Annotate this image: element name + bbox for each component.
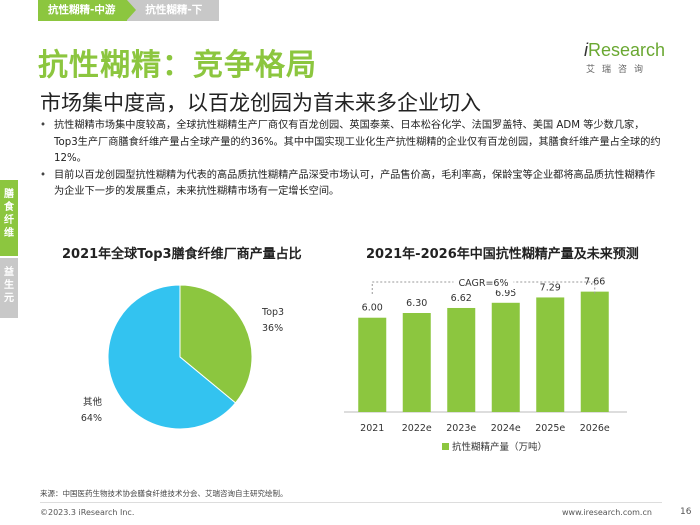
bar-2023e bbox=[447, 307, 476, 412]
website-link[interactable]: www.iresearch.com.cn bbox=[562, 508, 652, 517]
bullet-item: 目前以百龙创园型抗性糊精为代表的高品质抗性糊精产品深受市场认可，产品售价高，毛利… bbox=[40, 168, 662, 201]
side-tab-label: 益生元 bbox=[4, 267, 14, 304]
bar-value-label: 6.00 bbox=[362, 303, 383, 314]
bar-value-label: 6.62 bbox=[451, 293, 472, 304]
logo-word: Research bbox=[588, 40, 666, 60]
bullet-list: 抗性糊精市场集中度较高，全球抗性糊精生产厂商仅有百龙创园、英国泰莱、日本松谷化学… bbox=[40, 118, 662, 201]
x-tick-label: 2025e bbox=[535, 423, 565, 434]
cagr-bracket bbox=[371, 281, 596, 294]
page-subtitle: 市场集中度高，以百龙创园为首未来多企业切入 bbox=[40, 91, 481, 115]
pie-value-label: 36% bbox=[262, 323, 283, 334]
logo-cn: 艾瑞咨询 bbox=[586, 65, 651, 75]
x-tick-label: 2026e bbox=[580, 423, 610, 434]
side-tabs: 膳食纤维 益生元 bbox=[0, 180, 18, 318]
bar-2022e bbox=[402, 313, 431, 412]
bar-value-label: 7.66 bbox=[584, 277, 605, 288]
pie-slice-Top3 bbox=[179, 284, 253, 404]
bar-2026e bbox=[580, 291, 609, 412]
pie-slice-其他 bbox=[107, 284, 237, 430]
source-note: 来源：中国医药生物技术协会膳食纤维技术分会、艾瑞咨询自主研究绘制。 bbox=[40, 489, 288, 498]
legend-label: 抗性糊精产量（万吨） bbox=[452, 441, 547, 453]
x-tick-label: 2024e bbox=[491, 423, 521, 434]
iresearch-logo: iResearch 艾瑞咨询 bbox=[584, 40, 666, 75]
x-tick-label: 2023e bbox=[446, 423, 476, 434]
page-title: 抗性糊精：竞争格局 bbox=[38, 48, 317, 83]
x-tick-label: 2022e bbox=[402, 423, 432, 434]
breadcrumb-item-midstream[interactable]: 抗性糊精-中游 bbox=[38, 0, 137, 21]
bar-2024e bbox=[491, 302, 520, 412]
cagr-label-bg bbox=[453, 274, 514, 290]
pie-value-label: 64% bbox=[81, 413, 102, 424]
legend-swatch bbox=[442, 443, 449, 450]
side-tab-dietary-fiber[interactable]: 膳食纤维 bbox=[0, 180, 18, 256]
copyright: ©2023.3 iResearch Inc. bbox=[40, 508, 135, 517]
breadcrumb-item-downstream[interactable]: 抗性糊精-下游 bbox=[127, 0, 220, 37]
pie-chart-title: 2021年全球Top3膳食纤维厂商产量占比 bbox=[62, 247, 302, 262]
bar-2021 bbox=[358, 317, 387, 412]
side-tab-label: 膳食纤维 bbox=[4, 189, 14, 239]
breadcrumb: 抗性糊精-中游 抗性糊精-下游 bbox=[38, 0, 220, 37]
bullet-item: 抗性糊精市场集中度较高，全球抗性糊精生产厂商仅有百龙创园、英国泰莱、日本松谷化学… bbox=[40, 118, 662, 168]
bar-value-label: 6.95 bbox=[495, 288, 516, 299]
footer-divider bbox=[40, 502, 662, 503]
bar-value-label: 6.30 bbox=[406, 298, 427, 309]
bar-2025e bbox=[536, 297, 565, 412]
x-tick-label: 2021 bbox=[360, 423, 384, 434]
pie-label: Top3 bbox=[261, 307, 284, 318]
side-tab-prebiotics[interactable]: 益生元 bbox=[0, 258, 18, 318]
pie-label: 其他 bbox=[83, 396, 103, 408]
logo-wordmark: iResearch bbox=[584, 40, 666, 60]
bar-value-label: 7.29 bbox=[540, 282, 561, 293]
page-number: 16 bbox=[680, 507, 692, 517]
logo-prefix: i bbox=[584, 40, 588, 60]
bar-chart-title: 2021年-2026年中国抗性糊精产量及未来预测 bbox=[366, 247, 639, 262]
cagr-annotation: CAGR=6% bbox=[459, 278, 509, 289]
